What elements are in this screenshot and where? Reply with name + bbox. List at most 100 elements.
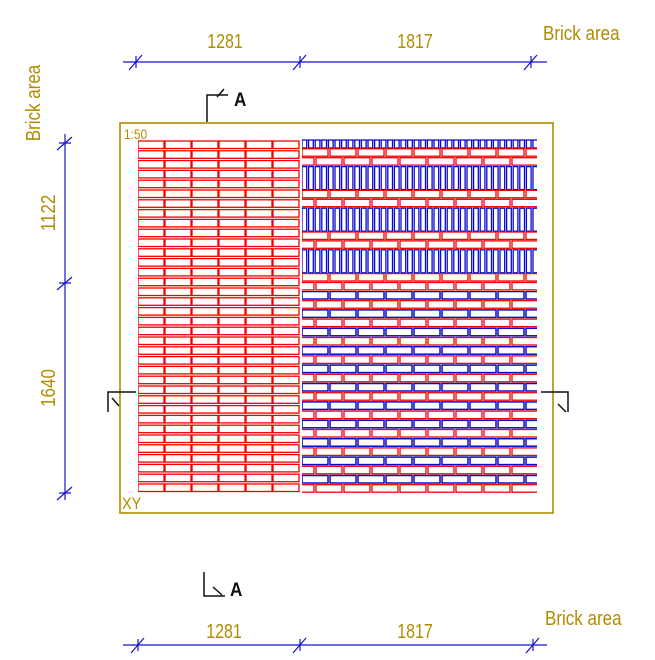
- brick: [245, 297, 273, 306]
- brick: [272, 267, 300, 277]
- brick: [302, 189, 329, 199]
- brick: [245, 238, 273, 248]
- brick: [441, 364, 469, 374]
- brick: [525, 291, 537, 300]
- brick: [138, 179, 165, 189]
- brick: [400, 249, 407, 274]
- brick: [272, 473, 300, 483]
- brick: [191, 453, 219, 463]
- brick: [138, 277, 165, 287]
- brick: [315, 300, 343, 309]
- brick: [385, 419, 413, 429]
- dimension-tick: [56, 136, 73, 151]
- brick: [483, 157, 511, 166]
- brick: [497, 456, 525, 466]
- section-marker-left: [107, 391, 136, 412]
- brick: [245, 355, 273, 365]
- brick: [138, 444, 165, 453]
- brick: [218, 375, 246, 385]
- brick: [138, 326, 165, 336]
- brick: [479, 165, 486, 191]
- brick: [191, 297, 219, 306]
- brick: [413, 309, 441, 319]
- brick: [164, 473, 192, 483]
- brick: [446, 165, 453, 191]
- brick: [472, 207, 479, 232]
- brick: [446, 207, 453, 232]
- brick: [497, 272, 525, 282]
- brick: [406, 139, 413, 149]
- brick: [525, 437, 537, 447]
- brick: [302, 345, 329, 355]
- brick: [525, 249, 532, 274]
- brick: [302, 484, 315, 493]
- brick: [385, 148, 413, 157]
- brick: [497, 437, 525, 447]
- brick: [218, 463, 246, 473]
- brick: [497, 309, 525, 319]
- brick: [138, 473, 165, 483]
- brick: [511, 392, 537, 401]
- brick: [371, 355, 399, 365]
- brick: [486, 249, 493, 274]
- brick: [164, 169, 192, 179]
- brick: [554, 420, 580, 428]
- brick: [164, 228, 192, 238]
- brick: [455, 410, 483, 420]
- brick: [329, 419, 357, 429]
- brick: [245, 414, 273, 424]
- brick: [191, 267, 219, 277]
- brick: [459, 249, 466, 274]
- brick: [354, 249, 361, 274]
- brick: [483, 447, 511, 457]
- brick: [441, 272, 469, 282]
- brick: [138, 424, 165, 434]
- brick: [218, 346, 246, 355]
- brick: [340, 249, 347, 274]
- brick: [469, 437, 497, 447]
- brick: [525, 148, 537, 157]
- brick: [532, 165, 537, 191]
- brick: [307, 165, 314, 191]
- brick: [455, 336, 483, 346]
- brick: [191, 199, 219, 208]
- brick: [455, 281, 483, 291]
- brick: [525, 456, 537, 466]
- brick: [453, 165, 460, 191]
- brick: [483, 410, 511, 420]
- brick: [245, 159, 273, 169]
- brick: [343, 157, 371, 166]
- brick: [191, 463, 219, 473]
- brick: [191, 404, 219, 414]
- brick: [357, 231, 385, 241]
- brick: [272, 336, 300, 346]
- brick: [138, 238, 165, 248]
- brick: [483, 392, 511, 401]
- brick: [302, 300, 315, 309]
- brick: [191, 159, 219, 169]
- brick: [138, 346, 165, 355]
- brick: [329, 309, 357, 319]
- brick: [499, 249, 506, 274]
- brick: [245, 385, 273, 395]
- brick: [302, 240, 315, 249]
- brick: [385, 189, 413, 199]
- brick: [327, 165, 334, 191]
- brick: [164, 208, 192, 218]
- brick: [138, 453, 165, 463]
- brick: [427, 157, 455, 166]
- brick: [492, 165, 499, 191]
- dimension-tick-marks: [56, 54, 540, 654]
- brick: [343, 428, 371, 438]
- brick: [455, 198, 483, 208]
- brick: [272, 199, 300, 208]
- brick: [138, 483, 165, 493]
- brick: [439, 207, 446, 232]
- brick: [272, 414, 300, 424]
- brick: [455, 157, 483, 166]
- brick: [413, 139, 420, 149]
- brick: [218, 169, 246, 179]
- dimension-value-top-left: 1281: [207, 31, 243, 53]
- brick: [191, 346, 219, 355]
- brick: [472, 165, 479, 191]
